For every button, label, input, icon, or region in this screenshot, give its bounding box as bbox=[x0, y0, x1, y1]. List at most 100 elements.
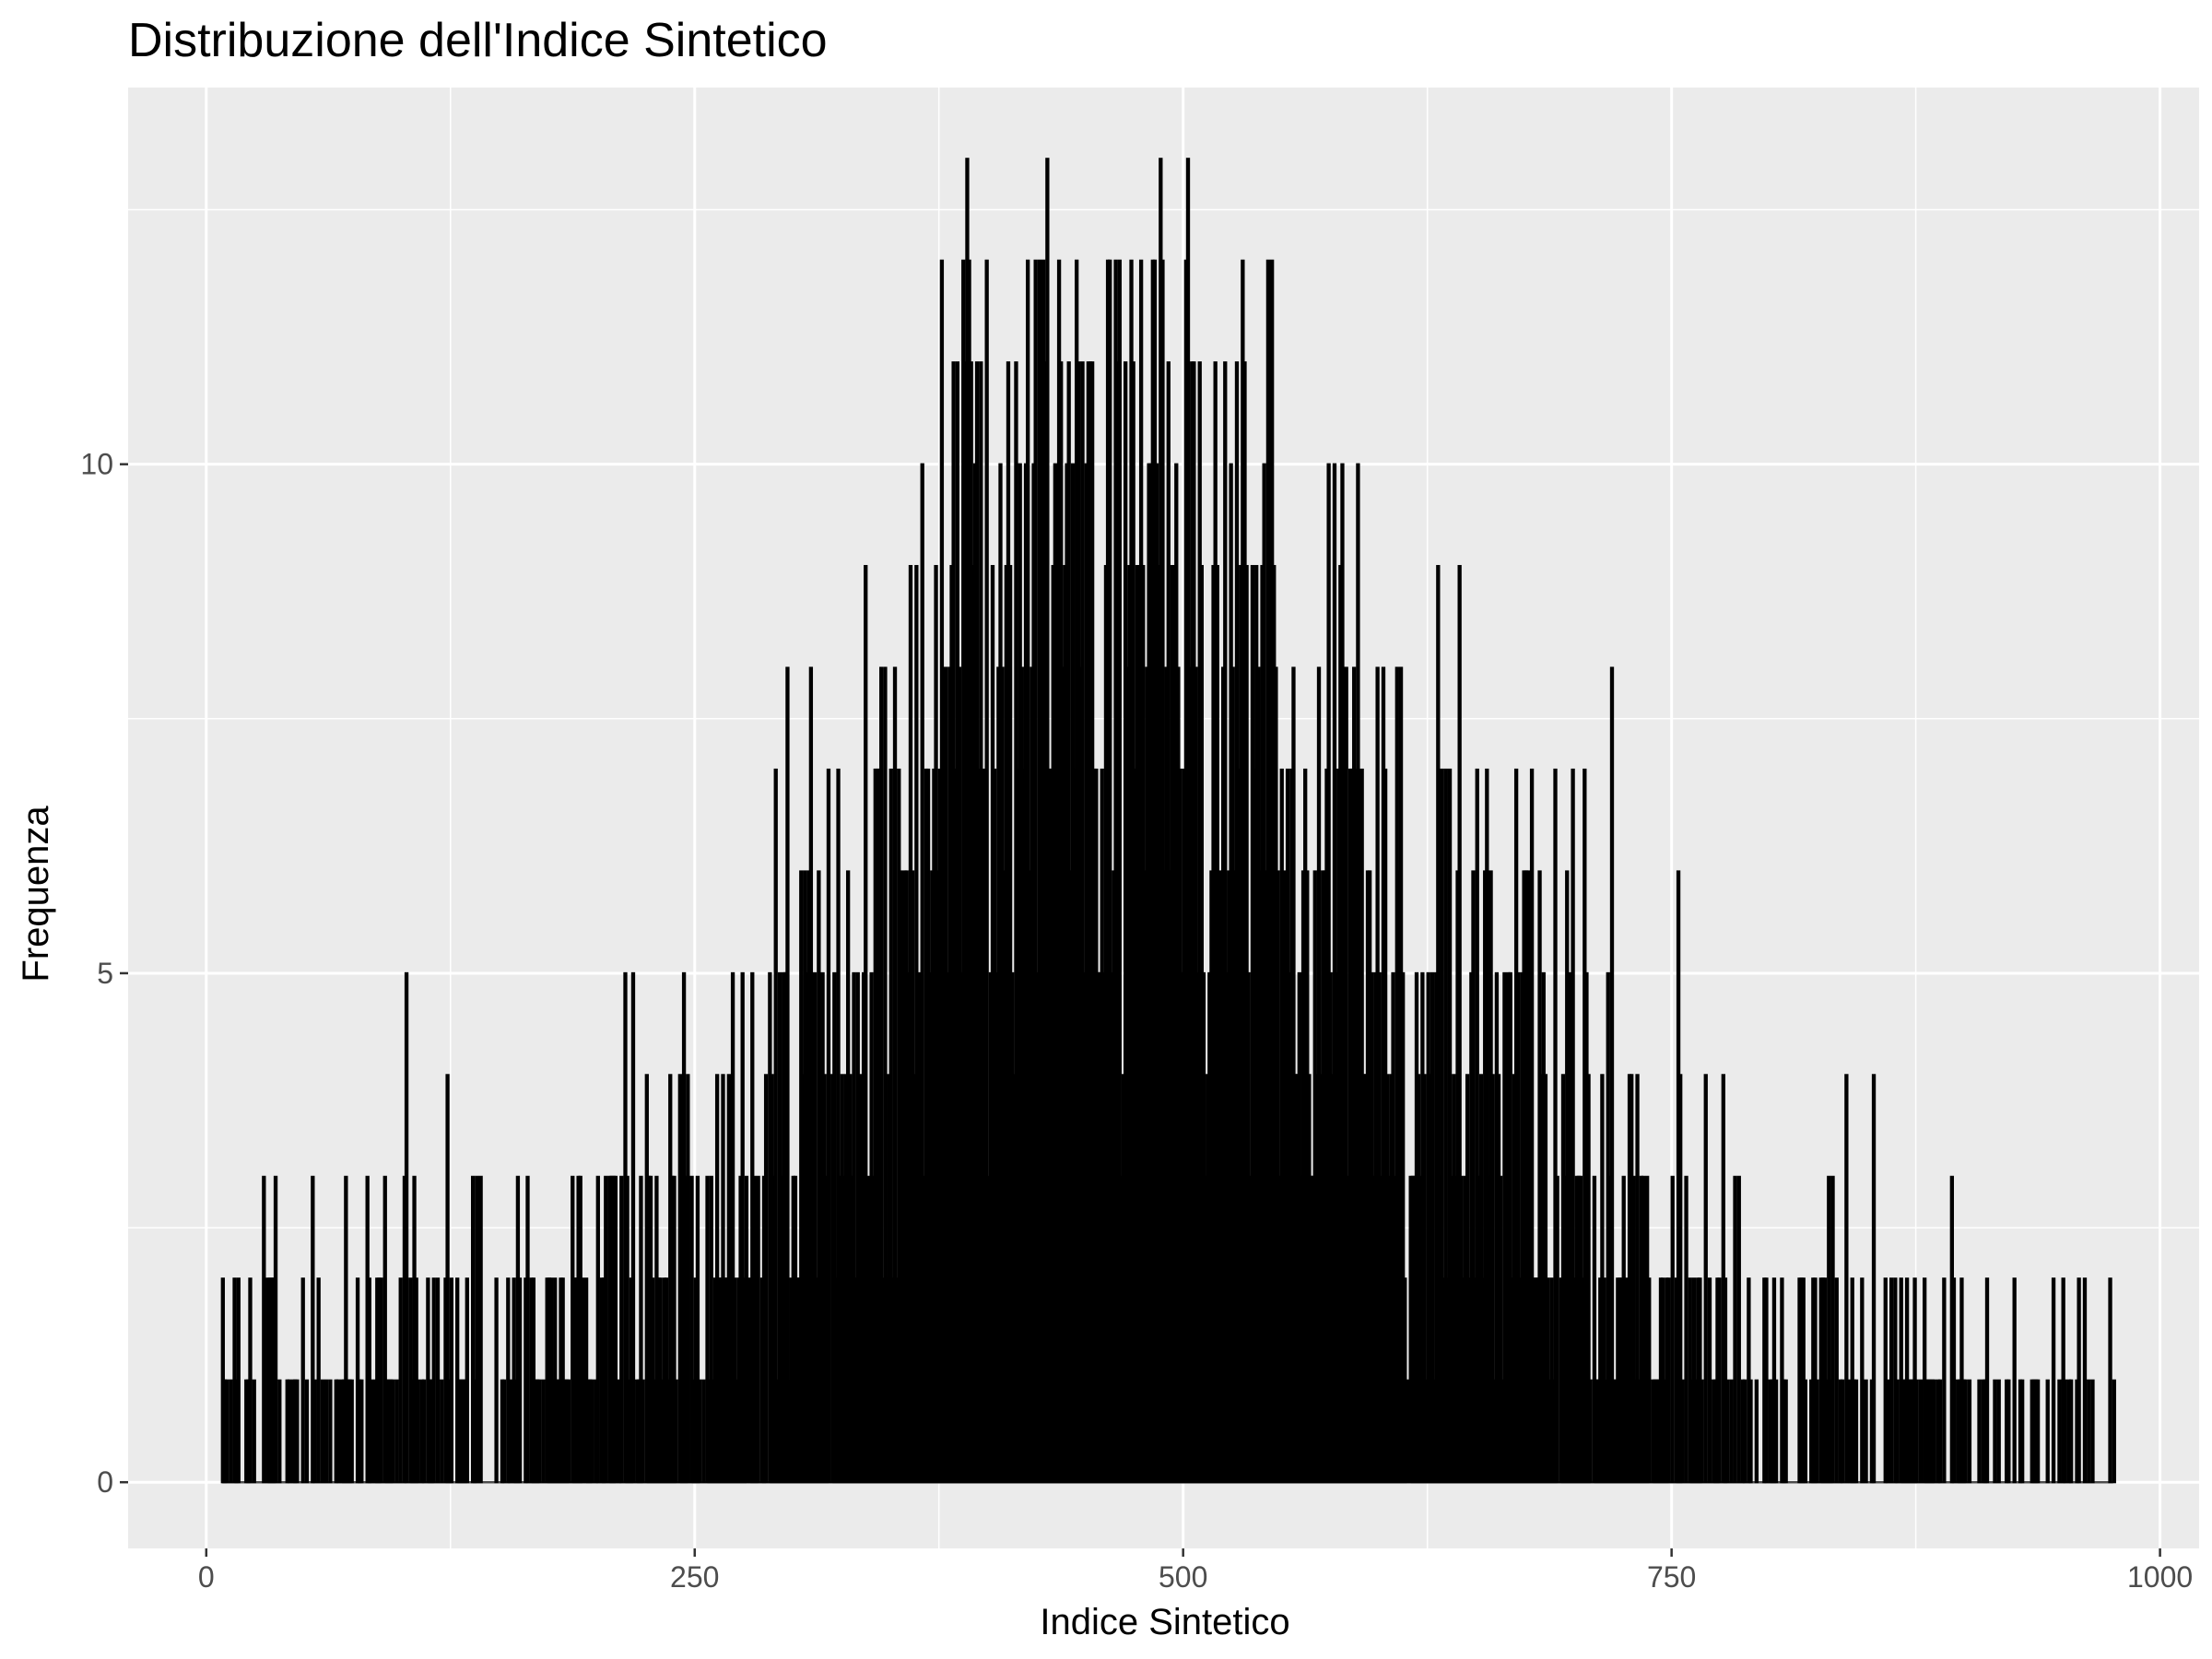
histogram-bar bbox=[295, 1379, 300, 1484]
histogram-bar bbox=[394, 1379, 399, 1484]
histogram-bar bbox=[566, 1379, 571, 1484]
histogram-bar bbox=[1670, 1175, 1675, 1484]
histogram-bar bbox=[465, 1277, 469, 1484]
histogram-bar bbox=[478, 1175, 483, 1484]
y-tick-label: 0 bbox=[97, 1465, 113, 1499]
histogram-bar bbox=[316, 1277, 321, 1484]
histogram-bar bbox=[517, 1277, 523, 1484]
histogram-bar bbox=[1864, 1379, 1868, 1484]
histogram-bar bbox=[1840, 1379, 1845, 1484]
histogram-bar bbox=[590, 1379, 594, 1484]
histogram-bar bbox=[1748, 1379, 1753, 1484]
histogram-bar bbox=[1405, 1379, 1409, 1484]
histogram-bar bbox=[1773, 1379, 1779, 1484]
x-tick-label: 1000 bbox=[2127, 1560, 2193, 1594]
x-axis-title: Indice Sintetico bbox=[1040, 1602, 1289, 1642]
histogram-bar bbox=[1724, 1379, 1730, 1484]
histogram-bar bbox=[1666, 1277, 1671, 1484]
histogram-bar bbox=[630, 971, 636, 1484]
histogram-bar bbox=[1914, 1379, 1919, 1484]
histogram-bar bbox=[1860, 1277, 1865, 1484]
histogram-bar bbox=[2019, 1379, 2025, 1484]
histogram-bar bbox=[248, 1277, 253, 1484]
histogram-bar bbox=[435, 1277, 441, 1484]
histogram-bar bbox=[312, 1379, 317, 1484]
histogram-bar bbox=[1684, 1175, 1688, 1484]
histogram-bar bbox=[2063, 1379, 2067, 1484]
x-tick-label: 500 bbox=[1159, 1560, 1207, 1594]
histogram-bar bbox=[1555, 1175, 1559, 1484]
histogram-bar bbox=[431, 1277, 436, 1484]
histogram-bar bbox=[2045, 1379, 2050, 1484]
histogram-bar bbox=[1963, 1379, 1968, 1484]
histogram-bar bbox=[1754, 1379, 1759, 1484]
histogram-bar bbox=[277, 1379, 282, 1484]
y-tick-label: 10 bbox=[80, 448, 113, 481]
histogram-bar bbox=[1942, 1277, 1947, 1484]
histogram-bar bbox=[525, 1175, 530, 1484]
histogram-bar bbox=[1918, 1379, 1924, 1484]
histogram-bar bbox=[416, 1379, 420, 1484]
histogram-bar bbox=[494, 1277, 499, 1484]
histogram-bar bbox=[324, 1379, 329, 1484]
histogram-bar bbox=[674, 1379, 678, 1484]
histogram-bar bbox=[224, 1379, 229, 1484]
histogram-bar bbox=[501, 1379, 507, 1484]
histogram-bar bbox=[1895, 1379, 1900, 1484]
histogram-bar bbox=[252, 1379, 256, 1484]
histogram-bar bbox=[580, 1277, 585, 1484]
x-tick-label: 0 bbox=[198, 1560, 215, 1594]
histogram-bar bbox=[1707, 1277, 1712, 1484]
histogram-bar bbox=[1703, 1074, 1708, 1484]
histogram-bar bbox=[421, 1379, 427, 1484]
histogram-bar bbox=[475, 1175, 479, 1484]
histogram-bar bbox=[697, 1379, 702, 1484]
histogram-bar bbox=[1996, 1379, 2001, 1484]
x-tick-label: 750 bbox=[1647, 1560, 1696, 1594]
histogram-bar bbox=[1783, 1379, 1788, 1484]
histogram-bar bbox=[369, 1379, 374, 1484]
histogram-bar bbox=[404, 971, 409, 1484]
histogram-bar bbox=[2077, 1277, 2081, 1484]
histogram-bar bbox=[1834, 1277, 1839, 1484]
histogram-bar bbox=[701, 1379, 706, 1484]
histogram-bar bbox=[1717, 1277, 1722, 1484]
histogram-bar bbox=[619, 1175, 624, 1484]
histogram-bar bbox=[1853, 1379, 1859, 1484]
histogram-bar bbox=[1844, 1074, 1849, 1484]
histogram-bar bbox=[287, 1379, 292, 1484]
histogram-bar bbox=[1871, 1074, 1877, 1484]
histogram-bar bbox=[379, 1277, 383, 1484]
x-tick-label: 250 bbox=[670, 1560, 719, 1594]
histogram-bar bbox=[349, 1379, 354, 1484]
histogram-bar bbox=[391, 1379, 395, 1484]
histogram-bar bbox=[785, 666, 790, 1484]
histogram-bar bbox=[449, 1277, 453, 1484]
histogram-bar bbox=[686, 1074, 690, 1484]
histogram-bar bbox=[541, 1379, 546, 1484]
histogram-bar bbox=[229, 1379, 233, 1484]
histogram-bar bbox=[1764, 1277, 1769, 1484]
histogram-bar bbox=[328, 1379, 333, 1484]
histogram-bar bbox=[2035, 1379, 2041, 1484]
y-axis-ticks: 0 5 10 bbox=[80, 448, 128, 1499]
histogram-bar bbox=[304, 1379, 310, 1484]
histogram-bar bbox=[537, 1379, 542, 1484]
histogram-bar bbox=[763, 1074, 769, 1484]
histogram-bar bbox=[2068, 1379, 2074, 1484]
histogram-bar bbox=[2051, 1277, 2056, 1484]
histogram-bar bbox=[2012, 1277, 2017, 1484]
histogram-bar bbox=[2057, 1379, 2062, 1484]
chart-title: Distribuzione dell'Indice Sintetico bbox=[128, 14, 828, 67]
histogram-bar bbox=[1700, 1379, 1704, 1484]
histogram-bar bbox=[1609, 666, 1615, 1484]
histogram-bar bbox=[1680, 1379, 1685, 1484]
histogram-bar bbox=[613, 1175, 618, 1484]
histogram-bar bbox=[595, 1175, 600, 1484]
histogram-bar bbox=[1885, 1379, 1890, 1484]
histogram-bar bbox=[1588, 1379, 1593, 1484]
histogram-bar bbox=[2006, 1379, 2011, 1484]
histogram-bar bbox=[1977, 1379, 1982, 1484]
histogram-bar bbox=[2112, 1379, 2116, 1484]
